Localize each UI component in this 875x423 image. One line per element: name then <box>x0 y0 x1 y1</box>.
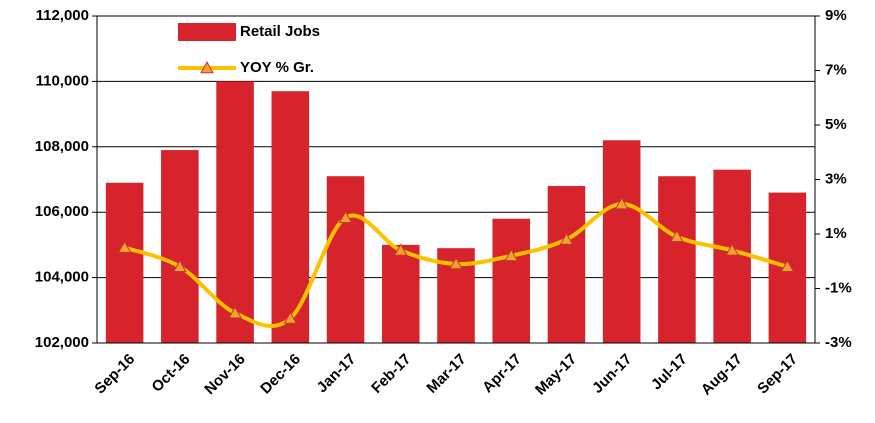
x-tick-label: Jun-17 <box>589 351 635 397</box>
line-marker <box>172 259 187 272</box>
legend-label: Retail Jobs <box>240 23 320 40</box>
legend-swatch <box>178 23 236 41</box>
bar <box>602 140 641 343</box>
x-tick-label: Dec-16 <box>257 351 304 398</box>
line-marker <box>559 232 574 245</box>
y2-tick-label: 7% <box>825 61 847 78</box>
bar <box>658 176 696 343</box>
line-marker <box>393 243 408 256</box>
x-tick-label: Feb-17 <box>368 351 414 397</box>
line-marker <box>283 311 298 324</box>
x-tick-label: Sep-17 <box>754 351 801 398</box>
x-tick-label: Nov-16 <box>201 351 248 398</box>
bar <box>216 81 254 344</box>
line-marker <box>228 305 242 319</box>
y-tick-label: 104,000 <box>35 269 89 286</box>
line-marker <box>117 240 132 253</box>
line-marker <box>670 229 684 243</box>
y-tick-label: 110,000 <box>36 72 89 89</box>
line-marker <box>780 259 795 272</box>
y2-tick-label: 9% <box>825 7 847 24</box>
line-marker <box>504 248 519 262</box>
bar <box>492 218 531 343</box>
legend-marker <box>200 60 214 74</box>
y2-tick-label: 5% <box>825 116 847 133</box>
x-tick-label: Jan-17 <box>314 351 360 397</box>
bar <box>271 91 310 344</box>
x-tick-label: May-17 <box>532 351 580 399</box>
line-marker <box>449 256 463 270</box>
y-tick-label: 106,000 <box>35 203 89 220</box>
y2-tick-label: 3% <box>825 170 847 187</box>
legend-label: YOY % Gr. <box>240 59 314 76</box>
y2-tick-label: 1% <box>825 225 847 242</box>
x-tick-label: Apr-17 <box>479 351 525 397</box>
y-tick-label: 112,000 <box>36 7 89 24</box>
line-marker <box>614 196 629 210</box>
bar <box>381 244 420 343</box>
bar <box>326 176 365 343</box>
bar <box>161 150 199 343</box>
line-marker <box>338 210 353 223</box>
y-tick-label: 108,000 <box>35 138 89 155</box>
line-marker <box>725 243 740 256</box>
x-tick-label: Oct-16 <box>148 351 193 396</box>
y-tick-label: 102,000 <box>35 334 89 351</box>
bar <box>713 169 751 343</box>
x-tick-label: Jul-17 <box>648 351 691 394</box>
x-tick-label: Aug-17 <box>698 351 746 399</box>
x-tick-label: Mar-17 <box>423 351 469 397</box>
x-tick-label: Sep-16 <box>91 351 138 398</box>
y2-tick-label: -1% <box>825 279 852 296</box>
bar <box>105 182 144 343</box>
bar <box>547 186 586 343</box>
y2-tick-label: -3% <box>825 334 852 351</box>
